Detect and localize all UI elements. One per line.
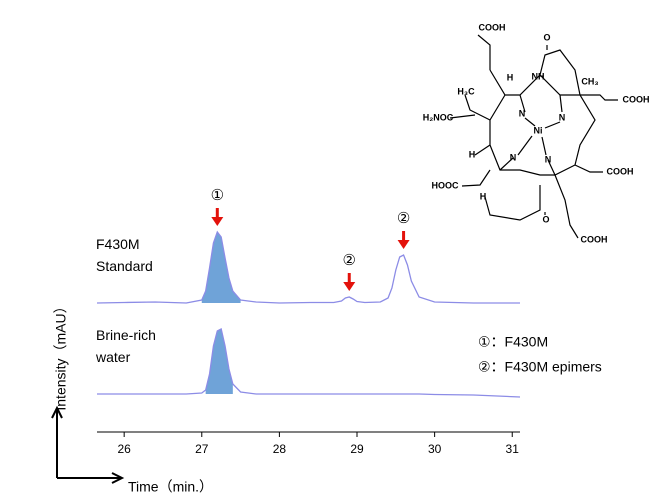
trace [97, 328, 521, 398]
structure-label: H [480, 191, 487, 201]
x-tick-label: 29 [350, 442, 364, 456]
structure-label: COOH [607, 166, 634, 176]
x-tick-label: 27 [195, 442, 209, 456]
series-label: F430M Standard [96, 236, 153, 274]
structure-label: NH [532, 71, 545, 81]
structure-label: N [519, 108, 526, 118]
structure-label: H [469, 149, 476, 159]
legend-entry: ①：F430M [478, 334, 548, 350]
structure-label: H₂NOC [423, 112, 454, 122]
trace [96, 230, 520, 304]
structure-label: H [507, 72, 514, 82]
series-label: Brine-rich water [96, 327, 156, 365]
structure-label: COOH [479, 22, 506, 32]
structure-label: H₃C [457, 86, 475, 96]
annotation-label: ② [343, 252, 356, 269]
structure-label: CH₃ [581, 76, 598, 86]
annotation-arrowhead [397, 240, 410, 249]
annotation-arrowhead [211, 217, 224, 226]
axis-arrows [51, 405, 125, 484]
legend-entry: ②：F430M epimers [478, 359, 602, 375]
annotation-label: ① [211, 187, 224, 204]
x-tick-label: 30 [428, 442, 442, 456]
x-tick-label: 28 [273, 442, 287, 456]
y-axis-label: Intensity（mAU） [53, 299, 69, 410]
peak-area [205, 329, 233, 394]
structure-label: Ni [534, 125, 543, 135]
annotation-label: ② [397, 210, 410, 227]
structure-label: O [542, 214, 549, 224]
chemical-structure: COOH O NH H CH₃ H₃C COOH H₂NOC N N Ni N … [423, 22, 650, 244]
x-tick-label: 26 [117, 442, 131, 456]
x-tick-label: 31 [506, 442, 520, 456]
structure-label: COOH [581, 234, 608, 244]
structure-label: N [545, 154, 552, 164]
structure-label: HOOC [432, 180, 460, 190]
structure-label: N [559, 112, 566, 122]
structure-label: COOH [623, 94, 650, 104]
structure-label: N [510, 152, 517, 162]
structure-label: O [543, 32, 550, 42]
x-axis-label: Time（min.） [128, 479, 213, 495]
annotation-arrowhead [343, 282, 356, 291]
